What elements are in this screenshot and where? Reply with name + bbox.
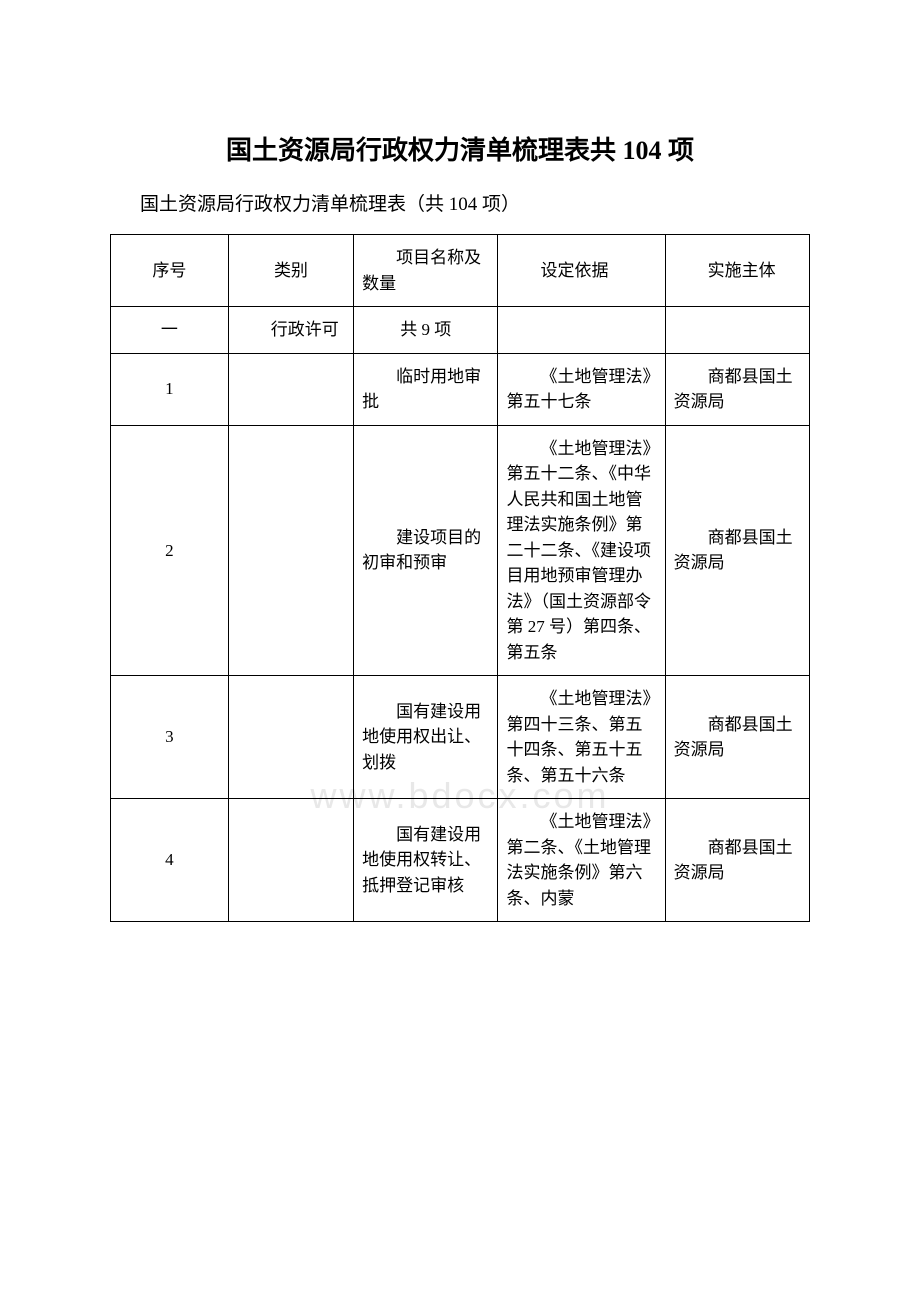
- table-row: 4 国有建设用地使用权转让、抵押登记审核 《土地管理法》第二条、《土地管理法实施…: [111, 799, 810, 922]
- cell-category: [228, 676, 353, 799]
- cell-category: 行政许可: [228, 307, 353, 354]
- cell-entity: 商都县国土资源局: [665, 676, 809, 799]
- table-row: 1 临时用地审批 《土地管理法》第五十七条 商都县国土资源局: [111, 353, 810, 425]
- cell-serial: 2: [111, 425, 229, 676]
- cell-basis: [498, 307, 665, 354]
- cell-category: [228, 353, 353, 425]
- table-row: 2 建设项目的初审和预审 《土地管理法》第五十二条、《中华人民共和国土地管理法实…: [111, 425, 810, 676]
- cell-project: 临时用地审批: [354, 353, 498, 425]
- power-list-table: 序号 类别 项目名称及数量 设定依据 实施主体 一 行政许可 共 9 项 1 临…: [110, 234, 810, 922]
- cell-serial: 1: [111, 353, 229, 425]
- cell-category: [228, 425, 353, 676]
- header-basis: 设定依据: [498, 235, 665, 307]
- cell-basis: 《土地管理法》第四十三条、第五十四条、第五十五条、第五十六条: [498, 676, 665, 799]
- header-serial: 序号: [111, 235, 229, 307]
- cell-entity: 商都县国土资源局: [665, 353, 809, 425]
- table-row: 一 行政许可 共 9 项: [111, 307, 810, 354]
- header-entity: 实施主体: [665, 235, 809, 307]
- cell-category: [228, 799, 353, 922]
- cell-serial: 一: [111, 307, 229, 354]
- table-row: 3 国有建设用地使用权出让、划拨 《土地管理法》第四十三条、第五十四条、第五十五…: [111, 676, 810, 799]
- cell-basis: 《土地管理法》第二条、《土地管理法实施条例》第六条、内蒙: [498, 799, 665, 922]
- cell-project: 建设项目的初审和预审: [354, 425, 498, 676]
- document-subtitle: 国土资源局行政权力清单梳理表（共 104 项）: [140, 189, 810, 216]
- cell-entity: 商都县国土资源局: [665, 425, 809, 676]
- cell-entity: 商都县国土资源局: [665, 799, 809, 922]
- cell-basis: 《土地管理法》第五十七条: [498, 353, 665, 425]
- cell-project: 国有建设用地使用权转让、抵押登记审核: [354, 799, 498, 922]
- cell-serial: 4: [111, 799, 229, 922]
- cell-basis: 《土地管理法》第五十二条、《中华人民共和国土地管理法实施条例》第二十二条、《建设…: [498, 425, 665, 676]
- cell-entity: [665, 307, 809, 354]
- table-header-row: 序号 类别 项目名称及数量 设定依据 实施主体: [111, 235, 810, 307]
- cell-project: 国有建设用地使用权出让、划拨: [354, 676, 498, 799]
- header-project: 项目名称及数量: [354, 235, 498, 307]
- document-title: 国土资源局行政权力清单梳理表共 104 项: [110, 130, 810, 167]
- cell-project: 共 9 项: [354, 307, 498, 354]
- cell-serial: 3: [111, 676, 229, 799]
- page-wrapper: www.bdocx.com 国土资源局行政权力清单梳理表共 104 项 国土资源…: [110, 130, 810, 922]
- header-category: 类别: [228, 235, 353, 307]
